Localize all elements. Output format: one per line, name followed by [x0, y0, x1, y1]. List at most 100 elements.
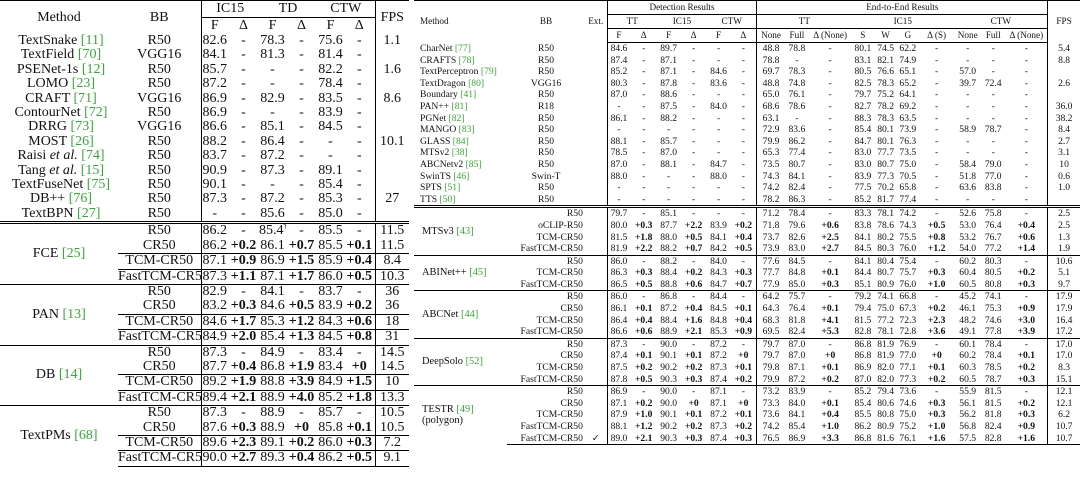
- delta-value: +2.2: [634, 243, 653, 255]
- delta-value: +0.1: [344, 420, 376, 436]
- method-name: DRRG [73]: [0, 120, 118, 134]
- table-row: DRRG [73] VGG16 86.6-85.1-84.5-: [0, 120, 409, 135]
- sub-header: Full: [784, 28, 810, 43]
- fps-value: 8.4: [375, 253, 410, 269]
- score: 84.5: [710, 303, 727, 315]
- score: 77.2: [984, 243, 1002, 255]
- score: -: [667, 170, 671, 182]
- fps-value: 10.7: [1055, 421, 1073, 432]
- method-group-name: FCE [25]: [0, 221, 118, 285]
- delta-value: +0.4: [286, 450, 318, 467]
- f-score: 89.3: [259, 450, 286, 467]
- f-score: 88.9: [260, 420, 285, 435]
- backbone: FastTCM-CR50: [118, 450, 202, 467]
- delta-value: -: [642, 135, 646, 147]
- method-name: TextDragon [80]: [414, 78, 507, 90]
- fps-value: 9.1: [375, 450, 410, 467]
- score: 78.5: [984, 362, 1002, 374]
- method-label: SwinTS: [420, 170, 451, 182]
- score: 81.5: [981, 385, 1006, 398]
- f-score: 86.2: [317, 450, 345, 467]
- score: -: [991, 89, 995, 101]
- score: 78.2: [877, 100, 894, 112]
- score: -: [716, 182, 721, 194]
- score: 86.0: [607, 290, 631, 304]
- sub-header: F: [706, 28, 731, 43]
- score: 74.3: [899, 219, 917, 231]
- backbone: CR50: [560, 350, 583, 362]
- delta-value: -: [344, 178, 376, 193]
- score: 87.4: [706, 432, 731, 446]
- sub-header: G: [896, 28, 919, 43]
- method-label: TextBPN: [21, 206, 74, 221]
- sub-header: Δ: [630, 28, 657, 43]
- score: 80.5: [984, 267, 1002, 279]
- citation: [45]: [469, 267, 487, 279]
- delta-value: +1.0: [927, 421, 946, 432]
- method-label: TextPerceptron: [420, 66, 479, 78]
- f-score: 88.8: [259, 374, 286, 391]
- score: 63.1: [762, 112, 780, 124]
- method-name: PAN++ [81]: [414, 101, 507, 113]
- citation: [80]: [468, 77, 485, 89]
- delta-value: -: [630, 337, 657, 351]
- backbone: R50: [118, 405, 202, 421]
- backbone: CR50: [560, 397, 583, 409]
- sub-delta: Δ: [238, 18, 248, 33]
- score: 73.3: [762, 397, 780, 409]
- sub-header: Δ: [730, 28, 758, 43]
- delta-value: -: [286, 283, 318, 300]
- score: 69.2: [899, 100, 917, 112]
- delta-value: -: [935, 54, 939, 66]
- method-label: Raisi et al.: [17, 149, 78, 164]
- delta-value: -: [228, 405, 259, 421]
- f-score: 82.6: [202, 34, 228, 48]
- delta-value: +0.2: [1005, 362, 1049, 374]
- f-score: 83.2: [202, 299, 228, 314]
- delta-value: -: [286, 405, 318, 421]
- score: 90.3: [660, 373, 678, 385]
- delta-value: +3.9: [1005, 326, 1049, 339]
- table-row: CRAFT [71] VGG16 86.9-82.9-83.5-8.6: [0, 91, 409, 107]
- fps-value: 2.6: [1058, 77, 1071, 89]
- score: 60.1: [954, 337, 982, 351]
- score: 83.0: [854, 147, 872, 159]
- score: 88.0: [660, 231, 678, 243]
- score: 75.2: [877, 89, 894, 101]
- score: 76.1: [788, 89, 806, 101]
- table-row: oCLIP-R50 80.0 +0.3 87.7 +2.2 83.9 +0.2 71.8 79.…: [414, 219, 1080, 232]
- delta-value: +0.2: [1005, 267, 1049, 279]
- score: 77.3: [877, 170, 894, 182]
- backbone: VGG16: [118, 48, 202, 63]
- method-group-name: ABCNet [44]: [414, 290, 508, 339]
- score: 75.0: [899, 409, 917, 421]
- fps-value: 14.5: [375, 344, 410, 360]
- score: 77.9: [762, 278, 780, 290]
- score: -: [991, 100, 995, 112]
- external-data: [584, 243, 608, 256]
- delta-value: +3.9: [286, 374, 318, 391]
- method-name: PGNet [82]: [414, 113, 507, 125]
- score: 64.2: [756, 290, 785, 304]
- method-label: CharNet: [420, 42, 453, 54]
- f-score: 84.6: [260, 299, 285, 314]
- method-name: CRAFT [71]: [0, 92, 118, 106]
- citation: [49]: [456, 404, 474, 416]
- delta-value: +1.0: [927, 278, 946, 290]
- external-data: [584, 362, 608, 374]
- score: -: [716, 135, 721, 147]
- backbone: R50: [538, 112, 555, 124]
- score: 65.0: [762, 89, 780, 101]
- citation: [52]: [465, 356, 483, 368]
- backbone: CR50: [118, 420, 202, 436]
- score: 60.3: [959, 362, 977, 374]
- delta-value: +0.2: [344, 299, 376, 315]
- score: 78.8: [762, 54, 780, 66]
- score: 79.7: [762, 350, 780, 362]
- delta-value: -: [344, 192, 376, 207]
- delta-value: +0: [730, 397, 758, 410]
- method-label: ABINet++: [422, 267, 467, 279]
- delta-value: +1.9: [228, 374, 259, 391]
- method-label: ContourNet: [14, 106, 81, 121]
- delta-value: -: [730, 42, 758, 55]
